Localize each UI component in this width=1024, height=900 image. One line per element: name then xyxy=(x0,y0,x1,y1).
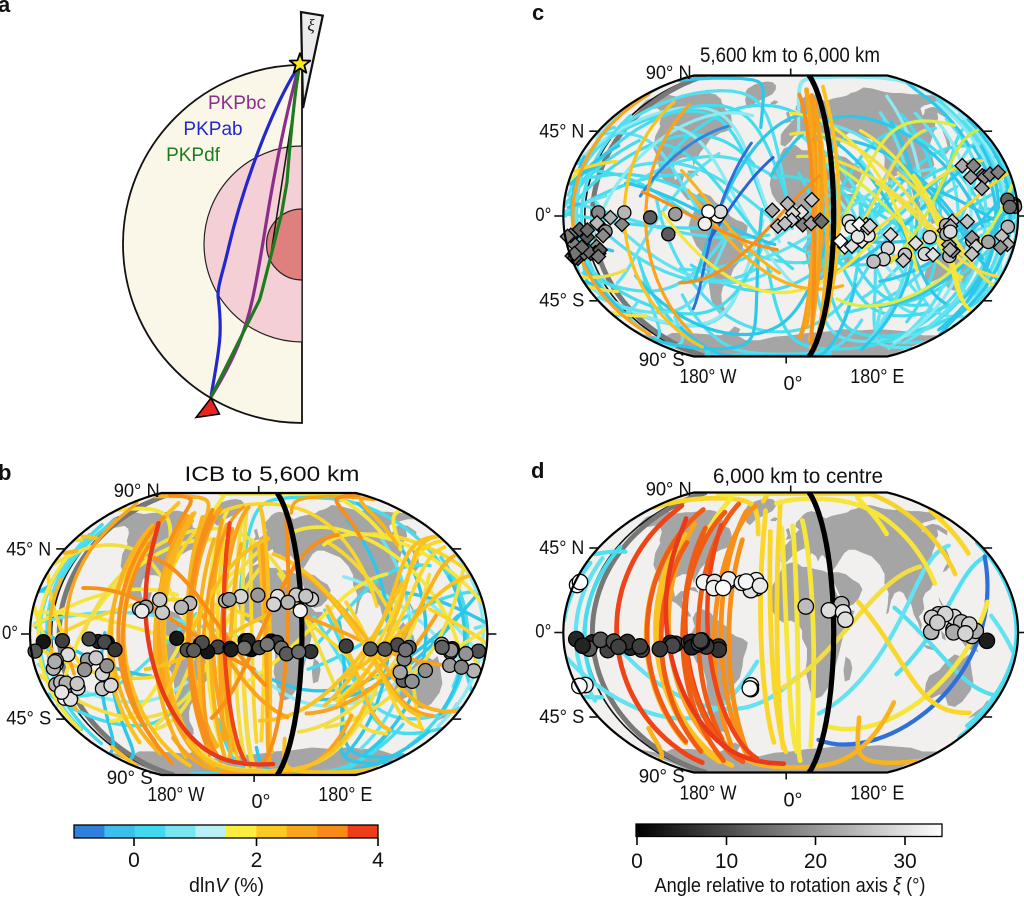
svg-text:dlnV (%): dlnV (%) xyxy=(189,875,264,897)
svg-text:0°: 0° xyxy=(2,623,18,644)
svg-text:4: 4 xyxy=(372,849,384,872)
svg-text:180° E: 180° E xyxy=(318,784,372,806)
svg-text:0°: 0° xyxy=(252,791,271,813)
svg-text:ξ: ξ xyxy=(307,16,315,35)
svg-text:PKPbc: PKPbc xyxy=(208,93,266,114)
svg-text:PKPab: PKPab xyxy=(183,119,242,140)
svg-text:90° S: 90° S xyxy=(639,767,685,788)
svg-text:180° E: 180° E xyxy=(850,783,904,805)
svg-text:90° N: 90° N xyxy=(114,481,160,502)
svg-text:90° N: 90° N xyxy=(646,480,692,501)
svg-text:a: a xyxy=(0,0,11,17)
svg-text:45° N: 45° N xyxy=(539,122,584,143)
svg-text:b: b xyxy=(0,460,11,485)
svg-text:45° S: 45° S xyxy=(539,291,584,312)
svg-text:45° S: 45° S xyxy=(539,707,584,728)
svg-text:90° N: 90° N xyxy=(646,63,692,84)
svg-text:20: 20 xyxy=(804,850,827,873)
svg-text:5,600 km to 6,000 km: 5,600 km to 6,000 km xyxy=(700,44,880,67)
svg-text:180° W: 180° W xyxy=(680,366,737,388)
svg-text:180° W: 180° W xyxy=(680,783,737,805)
svg-text:90° S: 90° S xyxy=(107,768,153,789)
svg-text:10: 10 xyxy=(715,850,738,873)
svg-text:2: 2 xyxy=(251,849,263,872)
svg-text:90° S: 90° S xyxy=(639,350,685,371)
svg-text:0°: 0° xyxy=(784,373,803,395)
svg-text:0°: 0° xyxy=(535,205,551,226)
svg-text:45° N: 45° N xyxy=(539,538,584,559)
svg-text:30: 30 xyxy=(893,850,916,873)
svg-text:d: d xyxy=(531,458,544,483)
svg-text:45° S: 45° S xyxy=(6,709,51,730)
svg-text:0°: 0° xyxy=(784,790,803,812)
svg-text:180° E: 180° E xyxy=(850,366,904,388)
svg-text:ICB to 5,600 km: ICB to 5,600 km xyxy=(185,463,360,486)
svg-text:6,000 km to centre: 6,000 km to centre xyxy=(713,465,883,488)
svg-text:0°: 0° xyxy=(535,622,551,643)
svg-text:0: 0 xyxy=(631,850,643,873)
svg-text:Angle relative to rotation axi: Angle relative to rotation axis ξ (°) xyxy=(655,875,926,897)
svg-text:45° N: 45° N xyxy=(6,540,51,561)
svg-text:c: c xyxy=(532,0,544,25)
svg-text:180° W: 180° W xyxy=(148,784,205,806)
svg-text:0: 0 xyxy=(128,849,140,872)
svg-text:PKPdf: PKPdf xyxy=(166,145,221,166)
